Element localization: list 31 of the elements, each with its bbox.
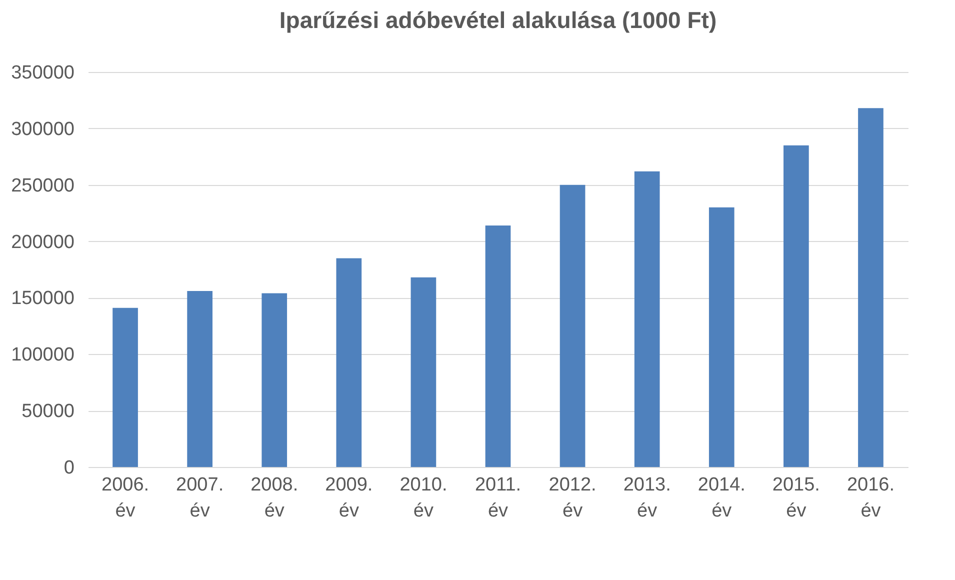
bar bbox=[560, 184, 586, 467]
y-tick-label: 250000 bbox=[11, 175, 74, 196]
bar bbox=[187, 290, 212, 467]
x-tick-label: 2008. év bbox=[250, 474, 298, 522]
x-tick-label: 2012. év bbox=[548, 474, 596, 522]
y-tick-label: 50000 bbox=[22, 401, 74, 422]
y-tick-label: 150000 bbox=[11, 288, 74, 310]
bar bbox=[410, 277, 436, 467]
bar bbox=[634, 171, 660, 467]
y-tick-label: 300000 bbox=[11, 118, 74, 140]
y-tick-label: 0 bbox=[64, 458, 74, 478]
bar bbox=[112, 308, 138, 467]
bar bbox=[336, 258, 362, 467]
chart-title: Iparűzési adóbevétel alakulása (1000 Ft) bbox=[279, 7, 717, 33]
x-tick-label: 2010. év bbox=[400, 474, 448, 522]
y-tick-label: 350000 bbox=[11, 62, 74, 84]
x-tick-label: 2016. év bbox=[846, 474, 894, 522]
bar bbox=[262, 293, 288, 467]
x-tick-label: 2009. év bbox=[325, 474, 373, 522]
x-tick-label: 2015. év bbox=[772, 474, 820, 522]
x-tick-label: 2006. év bbox=[102, 474, 150, 522]
x-tick-label: 2014. év bbox=[698, 474, 746, 522]
x-tick-label: 2011. év bbox=[474, 474, 522, 522]
y-tick-label: 200000 bbox=[11, 232, 74, 253]
x-tick-label: 2013. év bbox=[623, 474, 671, 522]
y-tick-label: 100000 bbox=[11, 344, 74, 366]
bar bbox=[858, 108, 884, 467]
x-tick-label: 2007. év bbox=[176, 474, 224, 522]
bar bbox=[784, 145, 809, 467]
bar bbox=[485, 225, 511, 467]
bar bbox=[708, 207, 734, 467]
